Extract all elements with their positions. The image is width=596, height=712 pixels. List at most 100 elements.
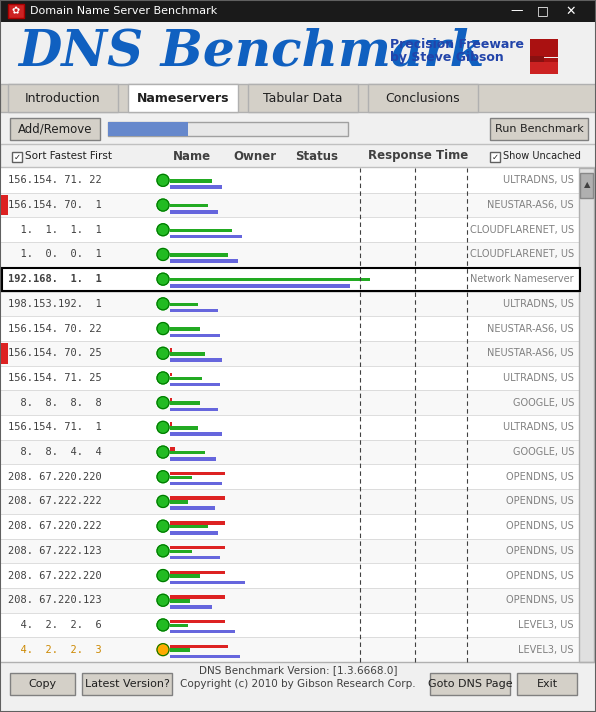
Circle shape bbox=[157, 471, 169, 483]
Text: Domain Name Server Benchmark: Domain Name Server Benchmark bbox=[30, 6, 218, 16]
Bar bbox=[170, 644, 228, 648]
Text: 208. 67.220.220: 208. 67.220.220 bbox=[8, 472, 102, 482]
Bar bbox=[0, 365, 580, 390]
Text: 208. 67.222.222: 208. 67.222.222 bbox=[8, 496, 102, 506]
Bar bbox=[0, 662, 596, 712]
Circle shape bbox=[157, 644, 169, 656]
Bar bbox=[170, 476, 192, 479]
Text: Introduction: Introduction bbox=[25, 92, 101, 105]
Circle shape bbox=[157, 347, 169, 360]
Text: 208. 67.222.220: 208. 67.222.220 bbox=[8, 570, 102, 580]
Bar bbox=[170, 422, 172, 426]
Bar bbox=[170, 496, 225, 500]
Bar bbox=[490, 118, 588, 140]
Bar bbox=[170, 575, 200, 578]
Bar bbox=[517, 673, 577, 695]
Text: 156.154. 71. 22: 156.154. 71. 22 bbox=[8, 175, 102, 185]
Text: OPENDNS, US: OPENDNS, US bbox=[506, 595, 574, 605]
Text: ULTRADNS, US: ULTRADNS, US bbox=[503, 175, 574, 185]
Text: Owner: Owner bbox=[234, 150, 277, 162]
Text: OPENDNS, US: OPENDNS, US bbox=[506, 496, 574, 506]
Circle shape bbox=[157, 248, 169, 261]
Bar bbox=[0, 316, 580, 341]
Bar bbox=[170, 432, 222, 436]
Text: OPENDNS, US: OPENDNS, US bbox=[506, 472, 574, 482]
Bar bbox=[544, 58, 558, 72]
Bar bbox=[170, 531, 218, 535]
Bar bbox=[10, 673, 75, 695]
Bar bbox=[248, 84, 358, 112]
Bar bbox=[8, 4, 24, 18]
Circle shape bbox=[157, 273, 169, 285]
Bar bbox=[0, 22, 596, 112]
Bar bbox=[170, 253, 228, 257]
Text: ULTRADNS, US: ULTRADNS, US bbox=[503, 373, 574, 383]
Text: 156.154. 70.  1: 156.154. 70. 1 bbox=[8, 200, 102, 210]
Bar bbox=[170, 328, 200, 331]
Circle shape bbox=[157, 595, 169, 606]
Text: ▲: ▲ bbox=[583, 181, 590, 189]
Text: ULTRADNS, US: ULTRADNS, US bbox=[503, 299, 574, 309]
Bar bbox=[170, 620, 225, 624]
Text: ✓: ✓ bbox=[14, 152, 20, 162]
Bar bbox=[170, 377, 202, 380]
Text: GOOGLE, US: GOOGLE, US bbox=[513, 447, 574, 457]
Bar bbox=[0, 390, 580, 415]
Bar bbox=[170, 550, 192, 553]
Circle shape bbox=[157, 397, 169, 409]
Bar bbox=[170, 546, 225, 550]
Text: CLOUDFLARENET, US: CLOUDFLARENET, US bbox=[470, 249, 574, 259]
Text: LEVEL3, US: LEVEL3, US bbox=[519, 620, 574, 630]
Text: NEUSTAR-AS6, US: NEUSTAR-AS6, US bbox=[488, 200, 574, 210]
Bar bbox=[170, 373, 172, 377]
Bar bbox=[10, 118, 100, 140]
Circle shape bbox=[157, 174, 169, 187]
Text: Conclusions: Conclusions bbox=[386, 92, 460, 105]
Bar bbox=[170, 210, 218, 214]
Bar bbox=[170, 599, 190, 602]
Text: by Steve Gibson: by Steve Gibson bbox=[390, 51, 504, 63]
Text: Name: Name bbox=[173, 150, 211, 162]
Bar bbox=[170, 333, 220, 337]
Text: Run Benchmark: Run Benchmark bbox=[495, 124, 583, 134]
Circle shape bbox=[157, 224, 169, 236]
Bar bbox=[0, 415, 580, 440]
Bar bbox=[580, 173, 593, 198]
Bar bbox=[82, 673, 172, 695]
Bar bbox=[170, 235, 242, 239]
Bar bbox=[0, 440, 580, 464]
Text: 1.  0.  0.  1: 1. 0. 0. 1 bbox=[8, 249, 102, 259]
Bar bbox=[170, 303, 198, 306]
Bar bbox=[170, 624, 188, 627]
Text: 208. 67.220.123: 208. 67.220.123 bbox=[8, 595, 102, 605]
Bar bbox=[0, 538, 580, 563]
Bar bbox=[530, 56, 544, 62]
Bar bbox=[0, 144, 596, 167]
Bar bbox=[170, 457, 216, 461]
Bar bbox=[170, 630, 235, 634]
Circle shape bbox=[157, 298, 169, 310]
Bar bbox=[0, 563, 580, 588]
Bar bbox=[170, 451, 205, 454]
Bar bbox=[0, 84, 596, 112]
Text: 4.  2.  2.  6: 4. 2. 2. 6 bbox=[8, 620, 102, 630]
Bar bbox=[108, 122, 188, 136]
Bar bbox=[0, 267, 580, 291]
Bar bbox=[0, 341, 580, 365]
Bar bbox=[368, 84, 478, 112]
Bar bbox=[170, 570, 225, 574]
Bar bbox=[170, 204, 208, 207]
Bar bbox=[0, 489, 580, 514]
Bar bbox=[0, 0, 596, 22]
Text: Status: Status bbox=[296, 150, 339, 162]
Text: Response Time: Response Time bbox=[368, 150, 468, 162]
Text: ✓: ✓ bbox=[492, 152, 498, 162]
Text: 4.  2.  2.  3: 4. 2. 2. 3 bbox=[8, 644, 102, 654]
Circle shape bbox=[157, 570, 169, 582]
Bar bbox=[0, 291, 580, 316]
Bar bbox=[170, 278, 370, 281]
Text: 208. 67.220.222: 208. 67.220.222 bbox=[8, 521, 102, 531]
Bar bbox=[530, 62, 558, 74]
Bar bbox=[170, 580, 245, 584]
Text: Add/Remove: Add/Remove bbox=[18, 122, 92, 135]
